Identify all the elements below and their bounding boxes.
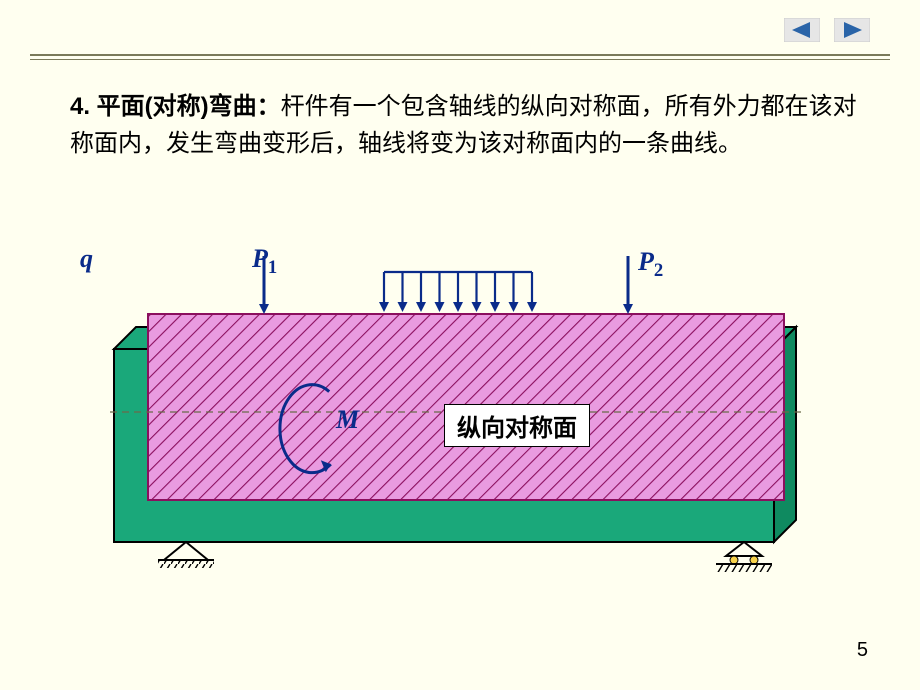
slide-root: 4. 平面(对称)弯曲：杆件有一个包含轴线的纵向对称面，所有外力都在该对称面内，…: [0, 0, 920, 690]
heading-prefix: 4. 平面(对称)弯曲：: [70, 93, 281, 120]
force-arrows: [80, 244, 810, 364]
prev-button[interactable]: [784, 18, 820, 42]
symmetry-plane-label: 纵向对称面: [444, 404, 590, 447]
triangle-right-icon: [834, 18, 870, 42]
nav-buttons: [784, 18, 870, 42]
beam-diagram: P1 q P2 M 纵向对称面: [80, 244, 810, 574]
moment-m-label: M: [336, 405, 359, 435]
body-text: 4. 平面(对称)弯曲：杆件有一个包含轴线的纵向对称面，所有外力都在该对称面内，…: [70, 88, 860, 162]
next-button[interactable]: [834, 18, 870, 42]
divider-line: [30, 54, 890, 60]
triangle-left-icon: [784, 18, 820, 42]
page-number: 5: [857, 639, 868, 662]
